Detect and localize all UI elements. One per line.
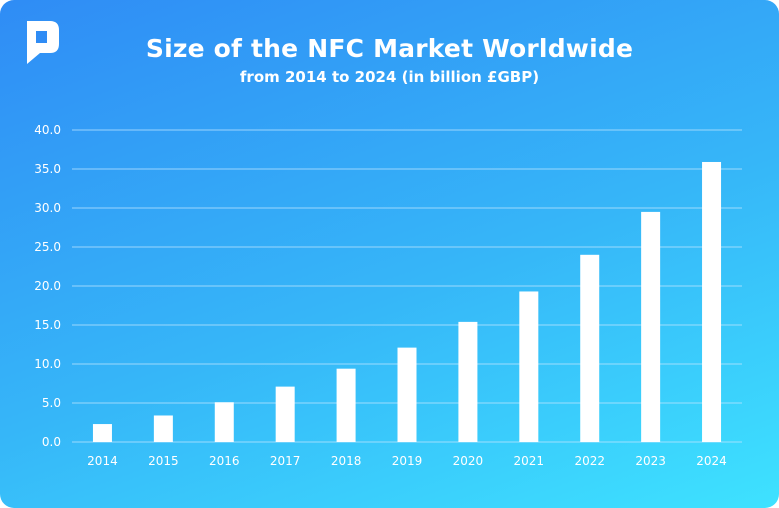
x-tick-label: 2021 [514,454,545,468]
bar-2014 [92,424,112,442]
bar-2016 [214,402,234,442]
bar-2024 [702,161,722,443]
chart-subtitle: from 2014 to 2024 (in billion £GBP) [239,68,540,86]
bar-2021 [519,291,539,442]
y-tick-label: 15.0 [34,318,61,332]
x-tick-label: 2018 [331,454,362,468]
chart-title: Size of the NFC Market Worldwide [145,34,634,63]
x-tick-label: 2016 [209,454,240,468]
speech-bubble-logo-icon [27,21,59,64]
x-tick-label: 2014 [87,454,118,468]
y-tick-label: 10.0 [34,357,61,371]
bar-2020 [458,321,478,442]
x-tick-label: 2023 [635,454,666,468]
bars [92,161,722,443]
bar-2015 [153,415,173,442]
bar-2023 [641,211,661,442]
x-tick-label: 2020 [453,454,484,468]
x-tick-label: 2015 [148,454,179,468]
x-axis-ticks: 2014 2015 2016 2017 2018 2019 2020 2021 2022 2023… [87,454,727,468]
x-tick-label: 2019 [392,454,423,468]
bar-2019 [397,347,417,442]
x-tick-label: 2017 [270,454,301,468]
y-axis-ticks: 0.0 5.0 10.0 15.0 20.0 25.0 30.0 35.0 40.0 [34,123,61,449]
y-tick-label: 5.0 [42,396,61,410]
bar-2022 [580,254,600,442]
x-tick-label: 2022 [574,454,605,468]
y-tick-label: 0.0 [42,435,61,449]
y-tick-label: 25.0 [34,240,61,254]
y-tick-label: 35.0 [34,162,61,176]
y-tick-label: 40.0 [34,123,61,137]
y-tick-label: 20.0 [34,279,61,293]
x-tick-label: 2024 [696,454,727,468]
bar-2018 [336,368,356,442]
y-tick-label: 30.0 [34,201,61,215]
bar-2017 [275,386,295,442]
